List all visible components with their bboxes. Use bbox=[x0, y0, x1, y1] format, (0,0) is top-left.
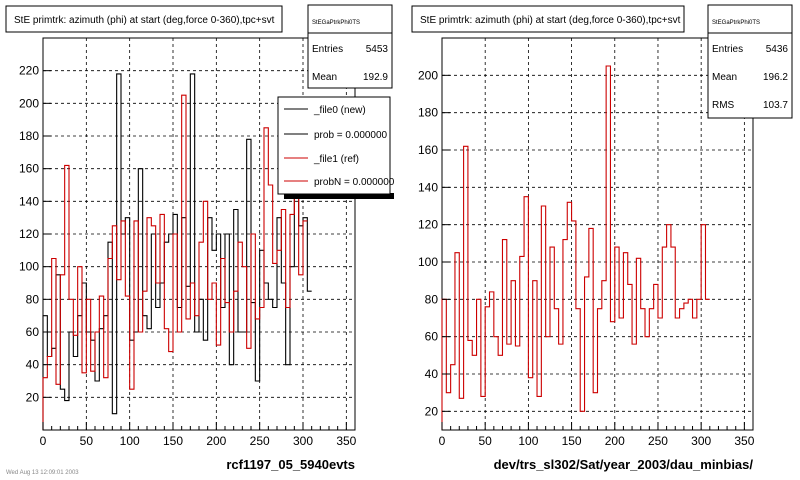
legend-entry-file0: _file0 (new) bbox=[313, 105, 366, 116]
y-tick-label: 120 bbox=[19, 227, 39, 241]
y-tick-label: 180 bbox=[418, 106, 438, 120]
y-tick-label: 140 bbox=[19, 194, 39, 208]
left-x-ticks: 0 50 100 150 200 250 300 350 bbox=[40, 422, 357, 448]
footer-timestamp: Wed Aug 13 12:09:01 2003 bbox=[6, 470, 79, 476]
left-stats-name: StEGaPtrkPhi0TS bbox=[312, 20, 360, 26]
right-stats-entries-label: Entries bbox=[712, 44, 743, 55]
y-tick-label: 40 bbox=[26, 358, 40, 372]
y-tick-label: 20 bbox=[26, 390, 40, 404]
y-tick-label: 80 bbox=[26, 292, 40, 306]
legend-entry-probn: probN = 0.000000 bbox=[314, 177, 395, 188]
y-tick-label: 100 bbox=[418, 255, 438, 269]
left-series bbox=[42, 73, 312, 430]
y-tick-label: 160 bbox=[418, 143, 438, 157]
y-tick-label: 40 bbox=[425, 367, 439, 381]
right-x-axis-label: dev/trs_sl302/Sat/year_2003/dau_minbias/ bbox=[494, 457, 754, 472]
right-stats-rms-value: 103.7 bbox=[763, 100, 788, 111]
y-tick-label: 60 bbox=[26, 325, 40, 339]
right-title-box bbox=[411, 5, 685, 33]
right-histogram-pad: 0 50 100 150 200 250 300 350 20 40 60 80 100 120 140 1… bbox=[411, 4, 793, 472]
y-tick-label: 60 bbox=[425, 330, 439, 344]
left-stats-entries-label: Entries bbox=[312, 44, 343, 55]
right-stats-rms-label: RMS bbox=[712, 100, 735, 111]
x-tick-label: 150 bbox=[562, 434, 582, 448]
right-y-ticks: 20 40 60 80 100 120 140 160 180 200 bbox=[418, 68, 450, 418]
right-chart-title: StE primtrk: azimuth (phi) at start (deg… bbox=[420, 15, 681, 26]
x-tick-label: 200 bbox=[605, 434, 625, 448]
right-x-ticks: 0 50 100 150 200 250 300 350 bbox=[439, 422, 755, 448]
left-stats-mean-value: 192.9 bbox=[363, 72, 388, 83]
right-stats-mean-value: 196.2 bbox=[763, 72, 788, 83]
x-tick-label: 100 bbox=[518, 434, 538, 448]
x-tick-label: 0 bbox=[439, 434, 446, 448]
y-tick-label: 20 bbox=[425, 404, 439, 418]
x-tick-label: 50 bbox=[479, 434, 493, 448]
x-tick-label: 300 bbox=[691, 434, 711, 448]
right-stats-name: StEGaPtrkPhi0TS bbox=[712, 20, 760, 26]
right-stats-box bbox=[707, 4, 793, 119]
y-tick-label: 200 bbox=[418, 68, 438, 82]
left-stats-entries-value: 5453 bbox=[366, 44, 389, 55]
x-tick-label: 200 bbox=[206, 434, 226, 448]
histogram-series-second bbox=[42, 94, 308, 430]
left-histogram-pad: 0 50 100 150 200 250 300 350 20 40 60 80 100 120 140 1… bbox=[5, 4, 395, 472]
x-tick-label: 250 bbox=[648, 434, 668, 448]
legend-box bbox=[277, 96, 391, 195]
x-tick-label: 350 bbox=[734, 434, 754, 448]
right-stats-entries-value: 5436 bbox=[766, 44, 789, 55]
y-tick-label: 160 bbox=[19, 162, 39, 176]
x-tick-label: 250 bbox=[250, 434, 270, 448]
x-tick-label: 350 bbox=[336, 434, 356, 448]
left-y-ticks: 20 40 60 80 100 120 140 160 180 200 220 bbox=[19, 64, 51, 404]
x-tick-label: 100 bbox=[120, 434, 140, 448]
x-tick-label: 0 bbox=[40, 434, 47, 448]
left-stats-mean-label: Mean bbox=[312, 72, 337, 83]
left-x-axis-label: rcf1197_05_5940evts bbox=[226, 457, 355, 472]
legend-entry-prob: prob = 0.000000 bbox=[314, 130, 388, 141]
y-tick-label: 200 bbox=[19, 96, 39, 110]
histogram-series-first bbox=[441, 65, 710, 430]
x-tick-label: 50 bbox=[80, 434, 94, 448]
left-title-box bbox=[5, 5, 283, 33]
x-tick-label: 150 bbox=[163, 434, 183, 448]
y-tick-label: 180 bbox=[19, 129, 39, 143]
y-tick-label: 100 bbox=[19, 260, 39, 274]
y-tick-label: 80 bbox=[425, 292, 439, 306]
x-tick-label: 300 bbox=[293, 434, 313, 448]
left-stats-box bbox=[307, 4, 393, 89]
right-stats-mean-label: Mean bbox=[712, 72, 737, 83]
y-tick-label: 120 bbox=[418, 218, 438, 232]
y-tick-label: 140 bbox=[418, 180, 438, 194]
y-tick-label: 220 bbox=[19, 64, 39, 78]
legend-entry-file1: _file1 (ref) bbox=[313, 154, 359, 165]
left-chart-title: StE primtrk: azimuth (phi) at start (deg… bbox=[14, 15, 275, 26]
right-series bbox=[441, 65, 710, 430]
